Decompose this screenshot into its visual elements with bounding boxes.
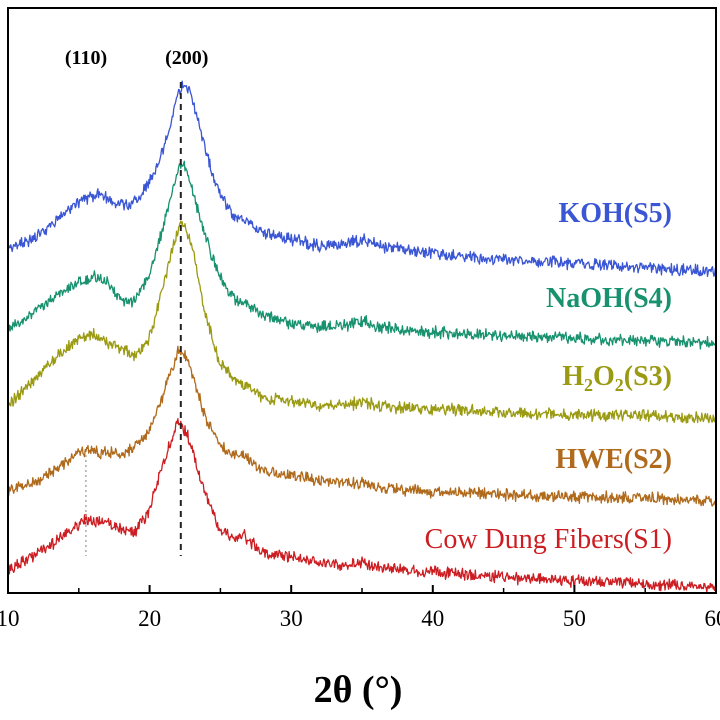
reference-lines: (110) (200) <box>65 47 208 556</box>
x-axis-title: 2θ (°) <box>314 669 403 711</box>
series-label-hwe-s2: HWE(S2) <box>555 444 672 475</box>
series-line-h2o2-s3 <box>7 220 717 424</box>
series-labels: KOH(S5) NaOH(S4) H2O2(S3) HWE(S2) Cow Dung F… <box>425 198 672 555</box>
series-label-h2o2-s3: H2O2(S3) <box>562 361 672 395</box>
x-tick-label-60: 60 <box>705 606 720 631</box>
x-tick-label-30: 30 <box>280 606 303 631</box>
series-line-naoh-s4 <box>7 160 717 350</box>
series-line-cow-dung-fibers-s1 <box>7 418 717 593</box>
series-label-cow-dung-fibers-s1: Cow Dung Fibers(S1) <box>425 524 672 555</box>
series-layer <box>7 80 717 593</box>
x-tick-label-40: 40 <box>421 606 444 631</box>
x-axis: 10 20 30 40 50 60 <box>0 585 720 631</box>
series-label-naoh-s4: NaOH(S4) <box>546 283 672 314</box>
peak-label-110: (110) <box>65 47 107 69</box>
x-tick-label-20: 20 <box>138 606 161 631</box>
series-line-koh-s5 <box>7 80 717 278</box>
x-tick-label-10: 10 <box>0 606 20 631</box>
series-label-koh-s5: KOH(S5) <box>558 198 672 229</box>
peak-label-200: (200) <box>165 47 208 69</box>
series-line-hwe-s2 <box>7 345 717 507</box>
x-tick-label-50: 50 <box>563 606 586 631</box>
